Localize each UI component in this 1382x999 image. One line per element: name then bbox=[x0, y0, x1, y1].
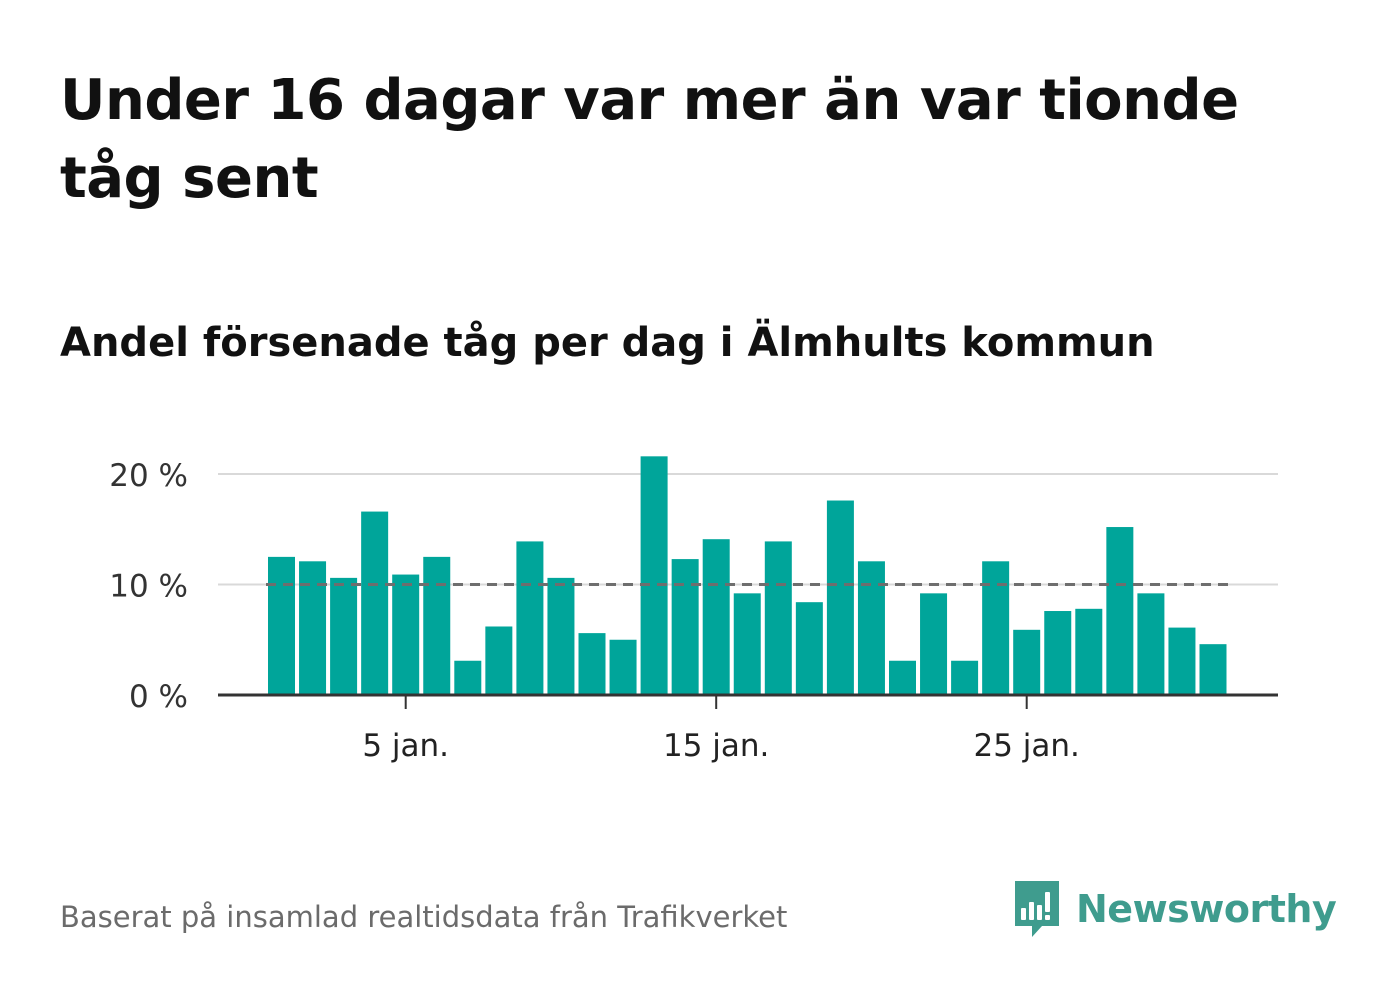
bar bbox=[1044, 611, 1072, 695]
bar bbox=[423, 556, 451, 695]
bar bbox=[485, 626, 513, 695]
bar bbox=[578, 633, 606, 695]
bar bbox=[795, 602, 823, 695]
bar bbox=[330, 577, 358, 695]
x-tick-label: 5 jan. bbox=[362, 728, 449, 764]
bar bbox=[982, 561, 1010, 695]
brand-name: Newsworthy bbox=[1076, 887, 1337, 931]
bar bbox=[671, 559, 699, 695]
bar-chart-speech-bubble-icon bbox=[1015, 881, 1059, 937]
bar bbox=[889, 660, 916, 695]
bar bbox=[609, 639, 637, 695]
source-note: Baserat på insamlad realtidsdata från Tr… bbox=[60, 900, 788, 934]
y-tick-label: 10 % bbox=[109, 569, 188, 605]
bar bbox=[454, 660, 482, 695]
bar bbox=[1013, 629, 1041, 695]
bar-chart: 0 % 10 % 20 % 5 jan. 15 jan. 25 jan. bbox=[109, 456, 1278, 764]
x-tick-label: 15 jan. bbox=[663, 728, 769, 764]
bar bbox=[1199, 644, 1227, 695]
bar bbox=[702, 539, 730, 695]
bar bbox=[1106, 527, 1134, 695]
bar bbox=[764, 541, 792, 695]
y-tick-label: 20 % bbox=[109, 458, 188, 494]
bar bbox=[733, 593, 761, 695]
bars bbox=[268, 456, 1227, 695]
bar bbox=[1075, 608, 1103, 695]
bar bbox=[1137, 593, 1165, 695]
bar bbox=[516, 541, 544, 695]
x-tick-label: 25 jan. bbox=[973, 728, 1079, 764]
brand-logo[interactable]: Newsworthy bbox=[1012, 878, 1337, 940]
bar bbox=[951, 660, 979, 695]
axes: 0 % 10 % 20 % 5 jan. 15 jan. 25 jan. bbox=[109, 458, 1278, 764]
bar bbox=[857, 561, 885, 695]
bar bbox=[361, 511, 389, 695]
bar bbox=[547, 577, 575, 695]
bar bbox=[268, 556, 295, 695]
chart-subtitle: Andel försenade tåg per dag i Älmhults k… bbox=[60, 320, 1155, 366]
bar bbox=[299, 561, 327, 695]
bar bbox=[640, 456, 668, 695]
chart-title: Under 16 dagar var mer än var tionde tåg… bbox=[60, 68, 1239, 211]
bar bbox=[392, 574, 420, 695]
bar bbox=[826, 500, 854, 695]
bar bbox=[1168, 627, 1196, 695]
y-tick-label: 0 % bbox=[129, 679, 188, 715]
bar bbox=[920, 593, 948, 695]
